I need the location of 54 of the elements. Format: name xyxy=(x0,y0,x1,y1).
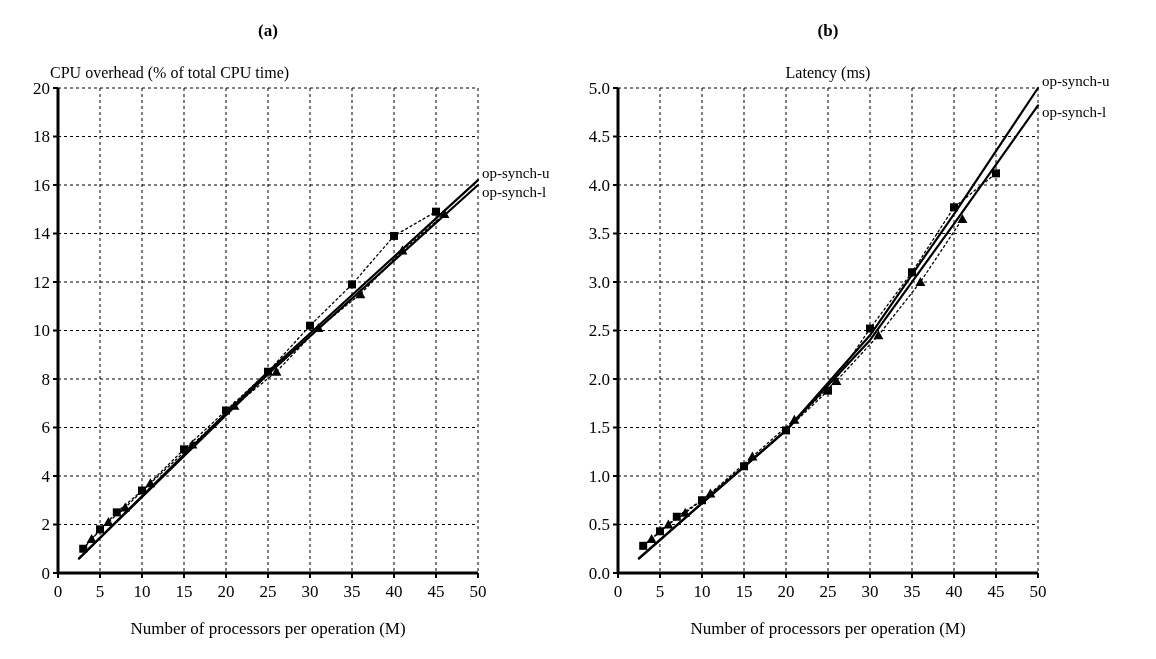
x-tick-label: 0 xyxy=(613,582,623,601)
chart-title: (b) xyxy=(817,21,839,40)
y-tick-label: 4.0 xyxy=(588,175,610,195)
series-label: op-synch-u xyxy=(1042,73,1110,89)
series-label: op-synch-l xyxy=(1042,104,1107,121)
y-axis-title: CPU overhead (% of total CPU time) xyxy=(50,64,290,82)
x-tick-label: 25 xyxy=(259,582,277,601)
x-tick-label: 0 xyxy=(53,582,63,601)
x-tick-label: 35 xyxy=(903,582,921,601)
x-tick-label: 30 xyxy=(301,582,319,601)
x-tick-label: 5 xyxy=(655,582,665,601)
y-tick-label: 3.0 xyxy=(588,272,610,292)
series-label: op-synch-u xyxy=(482,165,550,182)
y-tick-label: 18 xyxy=(33,127,50,147)
x-tick-label: 40 xyxy=(385,582,403,601)
y-tick-label: 14 xyxy=(33,224,51,244)
chart-title: (a) xyxy=(258,21,278,40)
y-tick-label: 0 xyxy=(41,563,50,583)
x-tick-label: 15 xyxy=(175,582,193,601)
x-tick-label: 45 xyxy=(427,582,445,601)
y-tick-label: 4 xyxy=(41,466,51,486)
y-tick-label: 1.0 xyxy=(588,466,610,486)
y-tick-label: 2.0 xyxy=(588,369,610,389)
x-tick-label: 40 xyxy=(945,582,963,601)
x-tick-label: 25 xyxy=(819,582,837,601)
x-tick-label: 5 xyxy=(95,582,105,601)
y-tick-label: 8 xyxy=(41,369,50,389)
x-tick-label: 50 xyxy=(1029,582,1047,601)
x-tick-label: 10 xyxy=(133,582,151,601)
y-tick-label: 12 xyxy=(33,272,50,292)
y-axis-title: Latency (ms) xyxy=(785,64,871,82)
x-tick-label: 10 xyxy=(693,582,711,601)
y-tick-label: 2.5 xyxy=(588,321,610,341)
y-tick-label: 1.5 xyxy=(588,418,610,438)
x-tick-label: 30 xyxy=(861,582,879,601)
x-tick-label: 20 xyxy=(777,582,795,601)
y-tick-label: 2 xyxy=(41,515,50,535)
x-tick-label: 50 xyxy=(469,582,487,601)
x-axis-title: Number of processors per operation (M) xyxy=(690,619,966,638)
x-tick-label: 45 xyxy=(987,582,1005,601)
y-tick-label: 5.0 xyxy=(588,78,610,98)
y-tick-label: 3.5 xyxy=(588,224,610,244)
y-tick-label: 10 xyxy=(33,321,50,341)
x-tick-label: 20 xyxy=(217,582,235,601)
y-tick-label: 0.0 xyxy=(588,563,610,583)
y-tick-label: 16 xyxy=(33,175,50,195)
x-tick-label: 15 xyxy=(735,582,753,601)
series-label: op-synch-l xyxy=(482,184,547,200)
y-tick-label: 4.5 xyxy=(588,127,610,147)
x-axis-title: Number of processors per operation (M) xyxy=(130,619,406,638)
y-tick-label: 0.5 xyxy=(588,515,610,535)
x-tick-label: 35 xyxy=(343,582,361,601)
y-tick-label: 6 xyxy=(41,418,50,438)
y-tick-label: 20 xyxy=(33,78,50,98)
